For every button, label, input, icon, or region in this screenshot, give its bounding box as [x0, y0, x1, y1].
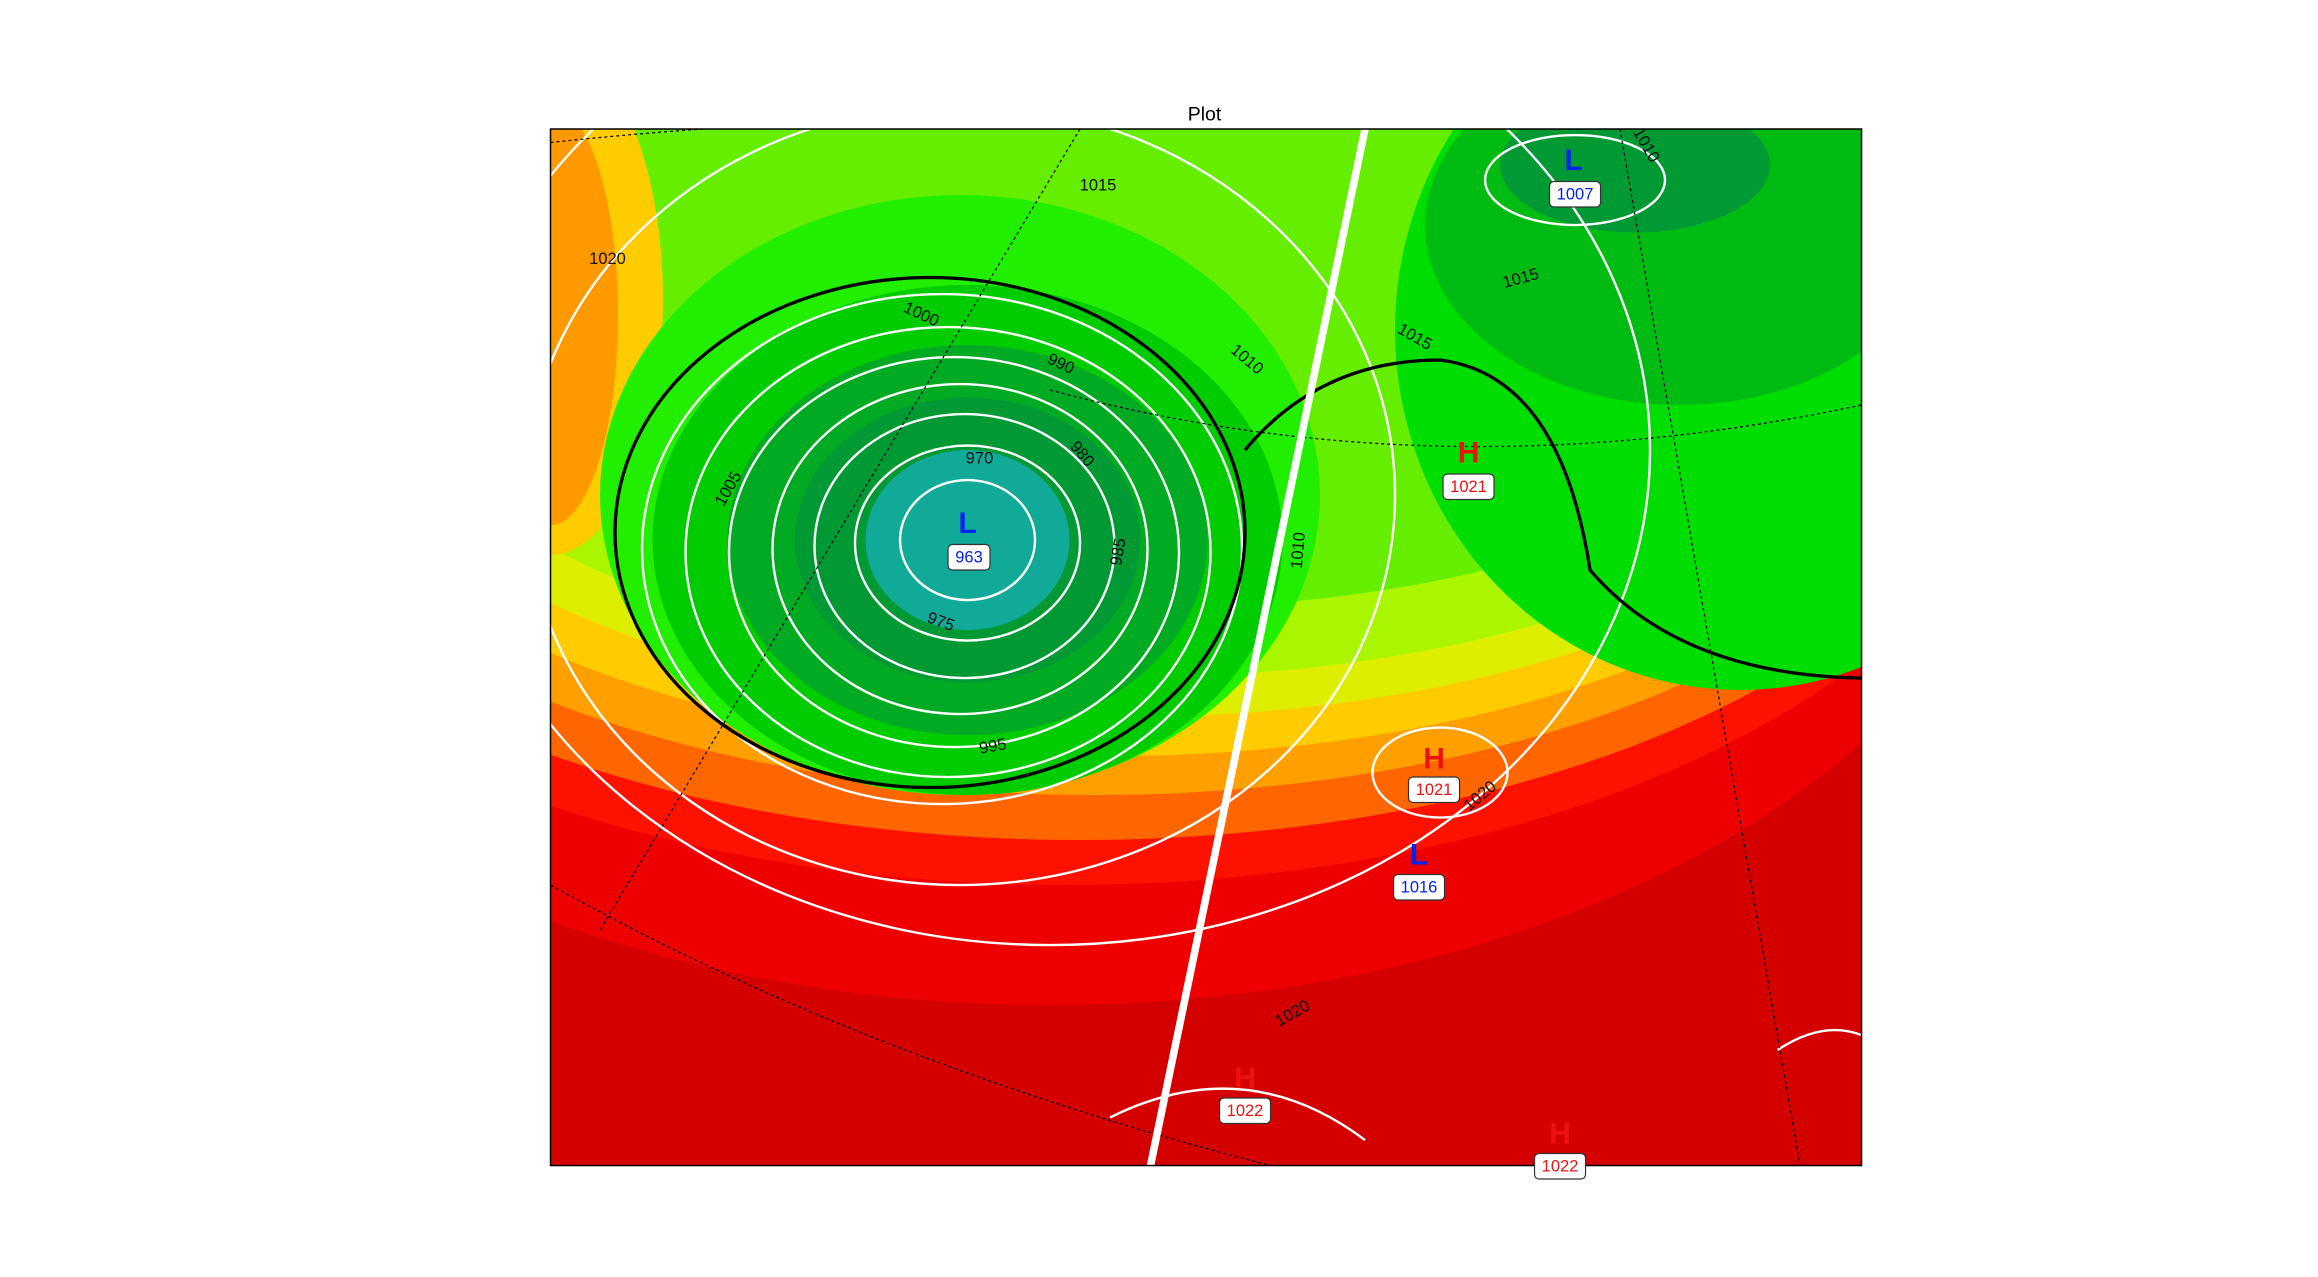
high-center: H 1021	[1442, 436, 1495, 501]
low-center: L 963	[947, 507, 991, 571]
contour-label: 970	[966, 449, 994, 467]
center-pressure: 1021	[1416, 781, 1453, 799]
center-pressure: 1022	[1542, 1157, 1579, 1175]
center-symbol: H	[1458, 436, 1480, 469]
low-center: L 1007	[1548, 144, 1602, 208]
contour-label: 1020	[589, 250, 626, 268]
center-pressure: 963	[955, 548, 983, 566]
center-symbol: L	[1410, 838, 1428, 871]
high-center: H 1021	[1407, 742, 1461, 804]
plot-title: Plot	[1188, 104, 1222, 126]
center-pressure: 1007	[1557, 185, 1594, 203]
high-center: H 1022	[1533, 1117, 1587, 1180]
center-symbol: H	[1234, 1062, 1256, 1095]
isobars	[550, 129, 1862, 1141]
contour-label: 985	[1107, 537, 1130, 567]
center-pressure: 1022	[1227, 1102, 1264, 1120]
center-symbol: H	[1549, 1117, 1571, 1150]
center-symbol: L	[958, 507, 976, 540]
contour-label: 995	[978, 735, 1008, 758]
pressure-centers: L 963 L 1007 H 1021 H 1021 L 1016 H 1022	[947, 144, 1602, 1180]
graticule	[550, 129, 1862, 1166]
high-center: H 1022	[1218, 1062, 1272, 1125]
contour-labels: 1015 1020 1000 990 1010 1015 1015 1010 9…	[589, 125, 1663, 1031]
contour-label: 1015	[1080, 176, 1117, 194]
center-pressure: 1016	[1401, 878, 1438, 896]
center-symbol: H	[1423, 742, 1445, 775]
center-symbol: L	[1564, 144, 1582, 177]
center-pressure: 1021	[1450, 478, 1487, 496]
low-center: L 1016	[1392, 838, 1446, 901]
contour-label: 1010	[1288, 531, 1309, 569]
pressure-field	[550, 129, 1862, 1166]
plot-frame	[549, 128, 1863, 1167]
